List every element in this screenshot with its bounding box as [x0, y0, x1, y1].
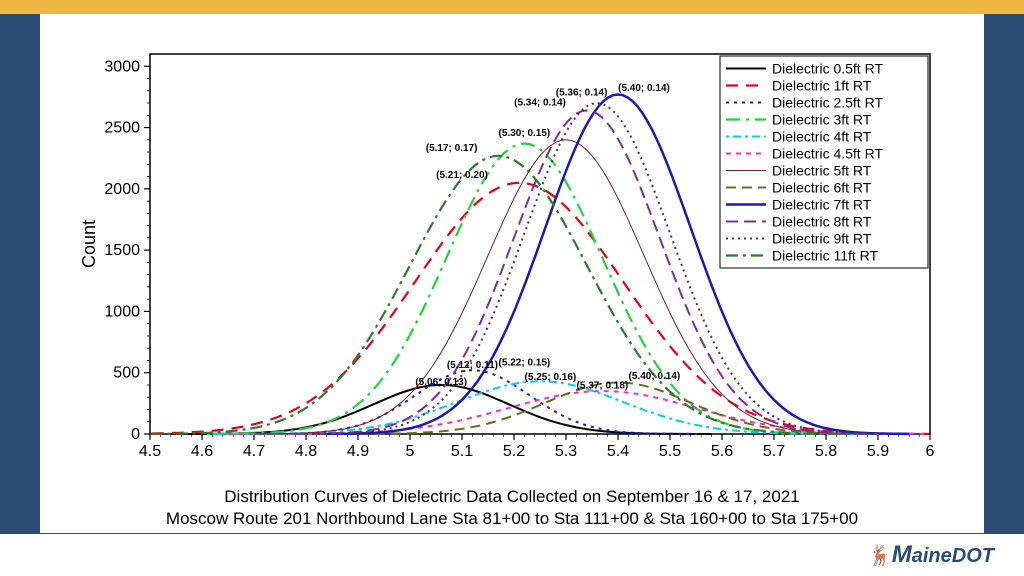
- svg-text:4.9: 4.9: [347, 443, 369, 460]
- svg-text:2000: 2000: [104, 181, 140, 198]
- svg-text:1500: 1500: [104, 242, 140, 259]
- peak-annotation: (5.06; 0.13): [415, 377, 467, 388]
- legend-label: Dielectric 6ft RT: [772, 180, 872, 196]
- svg-text:5: 5: [406, 443, 415, 460]
- svg-text:5.7: 5.7: [763, 443, 785, 460]
- y-axis-label: Count: [79, 220, 99, 268]
- svg-text:5.9: 5.9: [867, 443, 889, 460]
- legend-label: Dielectric 0.5ft RT: [772, 61, 883, 77]
- right-side-panel: [984, 14, 1024, 534]
- svg-text:5.4: 5.4: [607, 443, 629, 460]
- svg-text:5.6: 5.6: [711, 443, 733, 460]
- legend-label: Dielectric 7ft RT: [772, 197, 872, 213]
- footer-bar: 🦌MaineDOT: [0, 533, 1024, 576]
- legend-label: Dielectric 1ft RT: [772, 78, 872, 94]
- svg-text:5.5: 5.5: [659, 443, 681, 460]
- brand-logo: 🦌MaineDOT: [867, 541, 994, 569]
- peak-annotation: (5.25; 0.16): [525, 372, 577, 383]
- chart-caption: Distribution Curves of Dielectric Data C…: [40, 486, 984, 530]
- peak-annotation: (5.37; 0.18): [577, 381, 629, 392]
- legend-label: Dielectric 4ft RT: [772, 129, 872, 145]
- caption-line-1: Distribution Curves of Dielectric Data C…: [40, 486, 984, 508]
- distribution-chart: 0 500 1000 1500 2000 2500 3000 4.5 4.6 4.7 4.8 4.9 5…: [40, 14, 984, 486]
- svg-text:1000: 1000: [104, 303, 140, 320]
- page-frame: 0 500 1000 1500 2000 2500 3000 4.5 4.6 4.7 4.8 4.9 5…: [0, 0, 1024, 576]
- peak-annotation: (5.40; 0.14): [618, 83, 670, 94]
- peak-annotation: (5.12; 0.11): [447, 360, 498, 371]
- peak-annotation: (5.30; 0.15): [499, 128, 551, 139]
- svg-text:5.3: 5.3: [555, 443, 577, 460]
- top-accent-bar: [0, 0, 1024, 14]
- svg-text:4.8: 4.8: [295, 443, 317, 460]
- caption-line-2: Moscow Route 201 Northbound Lane Sta 81+…: [40, 508, 984, 530]
- series-curve: [171, 385, 712, 434]
- svg-text:0: 0: [131, 426, 140, 443]
- svg-text:4.6: 4.6: [191, 443, 213, 460]
- svg-text:4.7: 4.7: [243, 443, 265, 460]
- peak-annotation: (5.34; 0.14): [514, 97, 566, 108]
- legend-label: Dielectric 4.5ft RT: [772, 146, 883, 162]
- legend-label: Dielectric 3ft RT: [772, 112, 872, 128]
- svg-text:2500: 2500: [104, 120, 140, 137]
- svg-text:5.1: 5.1: [451, 443, 473, 460]
- svg-text:5.8: 5.8: [815, 443, 837, 460]
- peak-annotation: (5.36; 0.14): [556, 88, 608, 99]
- legend-label: Dielectric 2.5ft RT: [772, 95, 883, 111]
- svg-text:3000: 3000: [104, 58, 140, 75]
- svg-text:4.5: 4.5: [139, 443, 161, 460]
- left-side-panel: [0, 14, 40, 534]
- peak-annotation: (5.40; 0.14): [629, 371, 681, 382]
- peak-annotation: (5.17; 0.17): [426, 143, 478, 154]
- content-area: 0 500 1000 1500 2000 2500 3000 4.5 4.6 4.7 4.8 4.9 5…: [40, 14, 984, 534]
- seal-icon: 🦌: [867, 545, 892, 567]
- svg-text:5.2: 5.2: [503, 443, 525, 460]
- svg-text:500: 500: [113, 365, 140, 382]
- legend-label: Dielectric 9ft RT: [772, 231, 872, 247]
- legend-label: Dielectric 8ft RT: [772, 214, 872, 230]
- svg-text:6: 6: [926, 443, 935, 460]
- peak-annotation: (5.21; 0.20): [436, 170, 488, 181]
- peak-annotation: (5.22; 0.15): [499, 357, 551, 368]
- legend-label: Dielectric 5ft RT: [772, 163, 872, 179]
- legend-label: Dielectric 11ft RT: [772, 248, 879, 264]
